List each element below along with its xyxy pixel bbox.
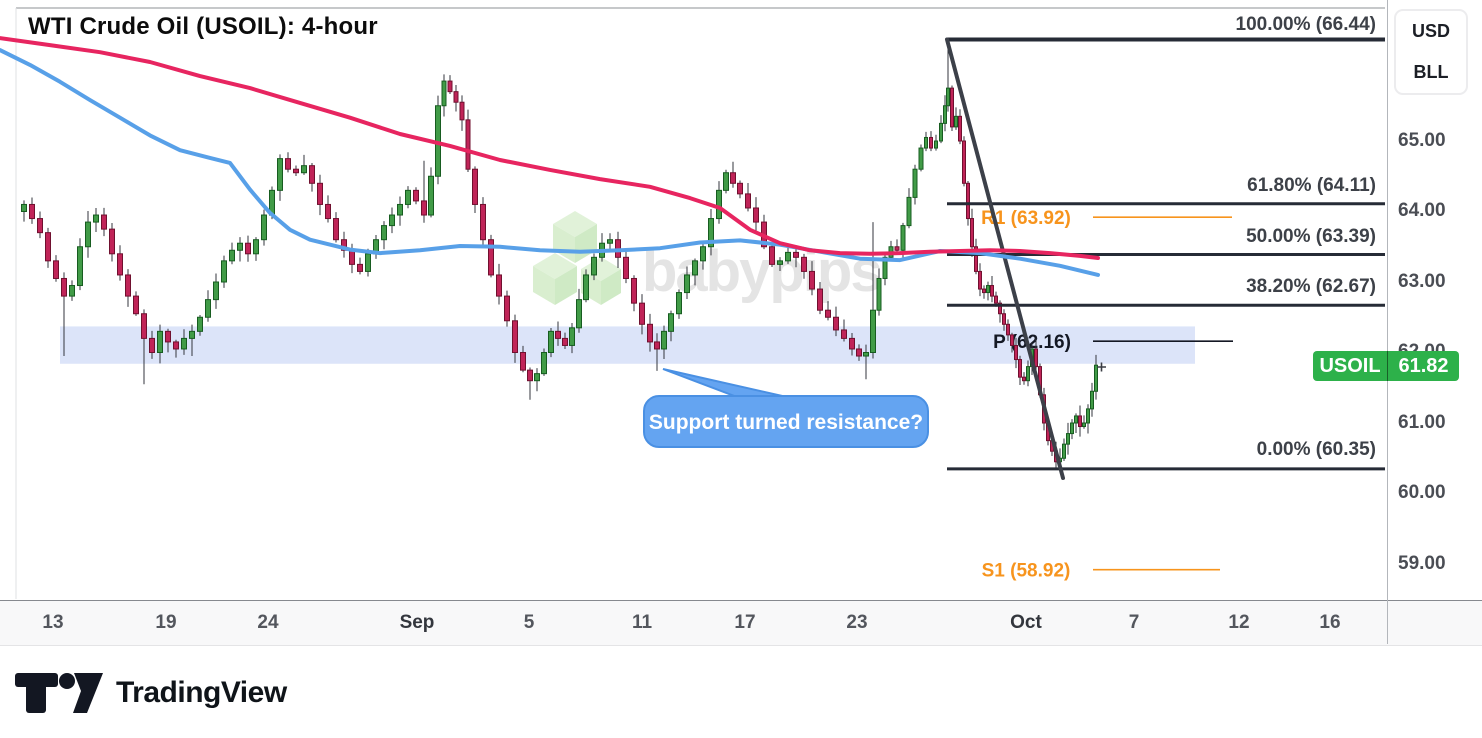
date-tick: 7 [1128, 612, 1140, 633]
unit-quantity: BLL [1413, 62, 1449, 82]
date-tick: 13 [42, 612, 64, 633]
symbol-name: USOIL [1319, 354, 1381, 377]
date-tick-month: Sep [399, 612, 435, 633]
date-tick: 11 [631, 612, 653, 633]
svg-text:S1 (58.92): S1 (58.92) [982, 561, 1071, 582]
last-price-label: USOIL 61.82 [1313, 351, 1459, 381]
current-price-marker [1097, 362, 1106, 372]
annotation-text: Support turned resistance? [649, 411, 923, 434]
fib-label-618[interactable]: 61.80% (64.11) [1247, 175, 1376, 196]
watermark-text: babypips [642, 239, 881, 304]
tradingview-logo-icon [15, 673, 103, 713]
time-axis[interactable]: 13 19 24 Sep 5 11 17 23 Oct 7 12 16 [0, 600, 1482, 646]
price-chart[interactable]: babypips R1 (63.92)P (62.16)S1 (58.92) S… [0, 0, 1482, 600]
fib-label-50[interactable]: 50.00% (63.39) [1246, 226, 1376, 247]
price-tick: 65.00 [1398, 130, 1446, 151]
tradingview-logo-text: TradingView [116, 676, 287, 709]
fib-label-382[interactable]: 38.20% (62.67) [1246, 276, 1376, 297]
tradingview-branding[interactable]: TradingView [15, 671, 287, 715]
babypips-cubes-icon [533, 211, 621, 305]
fib-retracement-lines[interactable] [947, 37, 1385, 471]
price-tick: 59.00 [1398, 553, 1446, 574]
moving-averages [0, 36, 1100, 277]
annotation-bubble[interactable]: Support turned resistance? [643, 368, 929, 448]
price-tick: 60.00 [1398, 482, 1446, 503]
fib-label-0[interactable]: 0.00% (60.35) [1256, 439, 1376, 460]
fib-label-100[interactable]: 100.00% (66.44) [1235, 14, 1377, 35]
price-tick: 64.00 [1398, 200, 1446, 221]
price-tick: 61.00 [1398, 412, 1446, 433]
price-axis-line [1387, 0, 1388, 644]
date-tick: 16 [1319, 612, 1341, 633]
svg-text:R1 (63.92): R1 (63.92) [981, 208, 1071, 229]
date-tick: 5 [523, 612, 535, 633]
support-zone[interactable] [60, 326, 1195, 364]
trendline[interactable] [945, 37, 1065, 480]
date-tick: 17 [734, 612, 756, 633]
label-divider [1387, 351, 1388, 381]
price-tick: 63.00 [1398, 271, 1446, 292]
last-price-value: 61.82 [1398, 354, 1449, 377]
date-tick: 24 [257, 612, 279, 633]
units-panel[interactable]: USD BLL [1394, 9, 1468, 95]
unit-currency: USD [1411, 21, 1450, 41]
date-tick: 19 [155, 612, 177, 633]
date-tick-month: Oct [1010, 612, 1042, 633]
pivot-point-levels[interactable]: R1 (63.92)P (62.16)S1 (58.92) [981, 208, 1233, 582]
date-tick: 12 [1228, 612, 1250, 633]
date-tick: 23 [846, 612, 868, 633]
chart-title: WTI Crude Oil (USOIL): 4-hour [28, 13, 378, 40]
annotation-body [643, 395, 929, 448]
